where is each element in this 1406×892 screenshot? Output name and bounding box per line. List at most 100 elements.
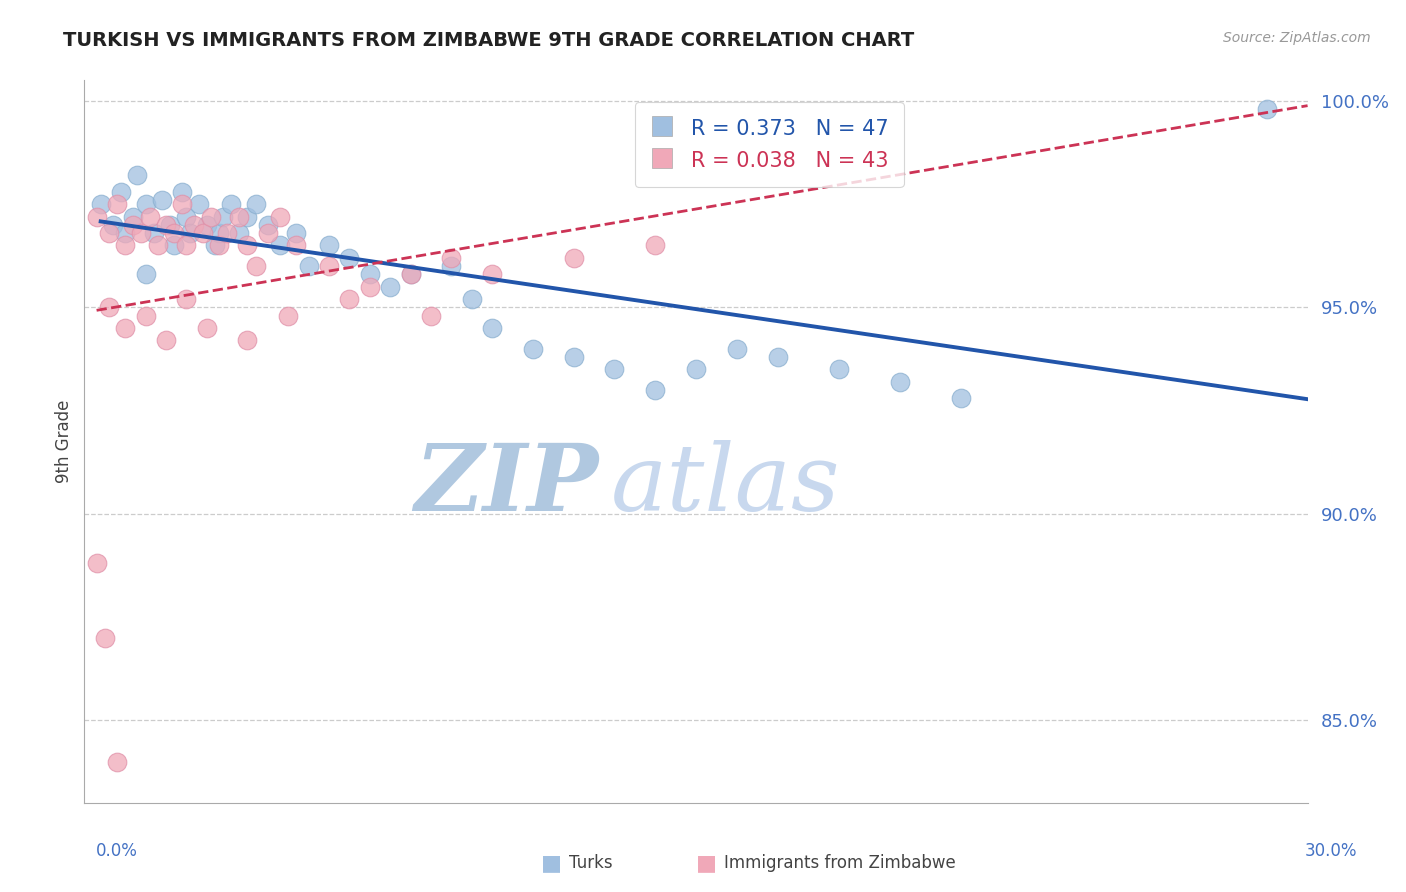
Point bbox=[685, 362, 707, 376]
Point bbox=[208, 238, 231, 252]
Text: 0.0%: 0.0% bbox=[96, 842, 138, 860]
Point bbox=[420, 309, 443, 323]
Point bbox=[135, 268, 157, 282]
Point bbox=[219, 197, 242, 211]
Point bbox=[228, 210, 250, 224]
Point bbox=[127, 168, 149, 182]
Point bbox=[285, 238, 308, 252]
Point bbox=[110, 185, 132, 199]
Legend: R = 0.373   N = 47, R = 0.038   N = 43: R = 0.373 N = 47, R = 0.038 N = 43 bbox=[636, 102, 904, 187]
Point bbox=[172, 185, 194, 199]
Point bbox=[380, 279, 402, 293]
Point bbox=[461, 292, 484, 306]
Point bbox=[603, 362, 626, 376]
Point bbox=[399, 268, 422, 282]
Point bbox=[172, 197, 194, 211]
Point bbox=[195, 321, 218, 335]
Point bbox=[245, 259, 267, 273]
Point bbox=[131, 226, 153, 240]
Point bbox=[135, 197, 157, 211]
Point bbox=[163, 238, 186, 252]
Text: ZIP: ZIP bbox=[413, 440, 598, 530]
Point bbox=[562, 350, 585, 364]
Point bbox=[208, 226, 231, 240]
Point bbox=[828, 362, 851, 376]
Point bbox=[1256, 102, 1278, 116]
Point bbox=[339, 292, 361, 306]
Point bbox=[359, 268, 381, 282]
Point bbox=[318, 259, 340, 273]
Point bbox=[146, 238, 169, 252]
Point bbox=[399, 268, 422, 282]
Point bbox=[318, 238, 340, 252]
Point bbox=[339, 251, 361, 265]
Text: Turks: Turks bbox=[569, 855, 613, 872]
Text: atlas: atlas bbox=[610, 440, 839, 530]
Point bbox=[236, 210, 259, 224]
Point bbox=[481, 321, 503, 335]
Text: TURKISH VS IMMIGRANTS FROM ZIMBABWE 9TH GRADE CORRELATION CHART: TURKISH VS IMMIGRANTS FROM ZIMBABWE 9TH … bbox=[63, 31, 914, 50]
Point bbox=[245, 197, 267, 211]
Point bbox=[122, 210, 145, 224]
Point bbox=[889, 375, 911, 389]
Point bbox=[212, 210, 235, 224]
Point bbox=[440, 251, 463, 265]
Y-axis label: 9th Grade: 9th Grade bbox=[55, 400, 73, 483]
Point bbox=[440, 259, 463, 273]
Point bbox=[285, 226, 308, 240]
Point bbox=[204, 238, 226, 252]
Point bbox=[236, 334, 259, 348]
Point bbox=[298, 259, 321, 273]
Point bbox=[725, 342, 748, 356]
Point bbox=[97, 226, 120, 240]
Point bbox=[183, 218, 205, 232]
Point bbox=[236, 238, 259, 252]
Point bbox=[950, 391, 973, 405]
Point bbox=[97, 301, 120, 315]
Point bbox=[269, 210, 291, 224]
Point bbox=[481, 268, 503, 282]
Point bbox=[114, 238, 136, 252]
Point bbox=[174, 292, 197, 306]
Point bbox=[163, 226, 186, 240]
Point bbox=[522, 342, 544, 356]
Text: ■: ■ bbox=[696, 854, 717, 873]
Point bbox=[179, 226, 201, 240]
Point bbox=[562, 251, 585, 265]
Point bbox=[135, 309, 157, 323]
Point bbox=[90, 197, 112, 211]
Text: Source: ZipAtlas.com: Source: ZipAtlas.com bbox=[1223, 31, 1371, 45]
Point bbox=[105, 755, 128, 769]
Point bbox=[150, 193, 173, 207]
Point bbox=[93, 631, 115, 645]
Point bbox=[159, 218, 181, 232]
Point bbox=[200, 210, 222, 224]
Point bbox=[359, 279, 381, 293]
Point bbox=[174, 210, 197, 224]
Point bbox=[217, 226, 239, 240]
Point bbox=[277, 309, 299, 323]
Point bbox=[86, 557, 108, 571]
Point bbox=[105, 197, 128, 211]
Point bbox=[114, 321, 136, 335]
Point bbox=[122, 218, 145, 232]
Point bbox=[86, 210, 108, 224]
Point bbox=[269, 238, 291, 252]
Point bbox=[142, 226, 165, 240]
Point bbox=[766, 350, 789, 364]
Point bbox=[644, 383, 666, 397]
Point bbox=[138, 210, 160, 224]
Point bbox=[257, 218, 280, 232]
Text: Immigrants from Zimbabwe: Immigrants from Zimbabwe bbox=[724, 855, 956, 872]
Point bbox=[195, 218, 218, 232]
Point bbox=[191, 226, 214, 240]
Point bbox=[155, 334, 177, 348]
Point bbox=[187, 197, 209, 211]
Point bbox=[228, 226, 250, 240]
Text: ■: ■ bbox=[541, 854, 562, 873]
Point bbox=[644, 238, 666, 252]
Point bbox=[155, 218, 177, 232]
Point bbox=[174, 238, 197, 252]
Point bbox=[114, 226, 136, 240]
Point bbox=[257, 226, 280, 240]
